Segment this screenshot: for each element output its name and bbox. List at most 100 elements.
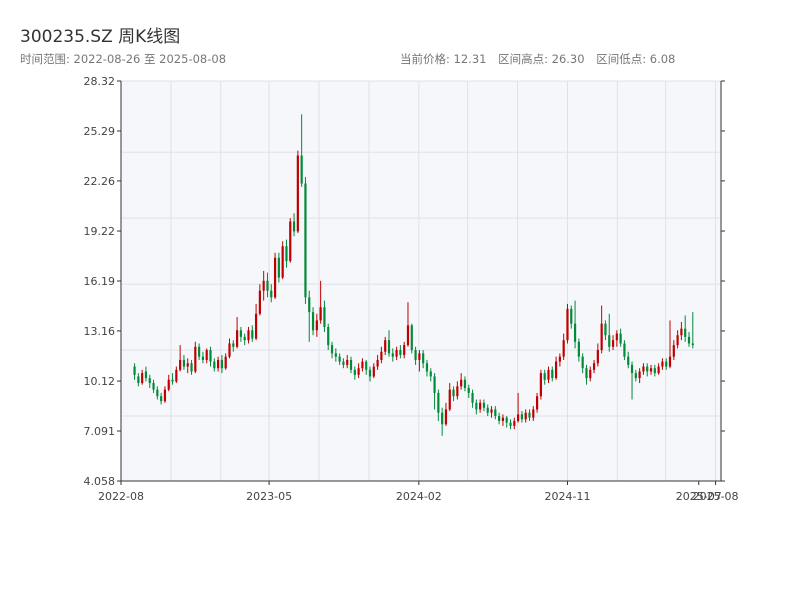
candle-body bbox=[289, 221, 292, 262]
candle-body bbox=[573, 323, 577, 342]
candle-body bbox=[190, 363, 193, 372]
y-tick-label: 25.29 bbox=[84, 125, 116, 138]
candle-body bbox=[596, 350, 599, 364]
candle-body bbox=[433, 376, 436, 393]
candle-body bbox=[251, 330, 254, 339]
candle-body bbox=[642, 366, 645, 372]
candle-body bbox=[520, 414, 524, 420]
candle-body bbox=[220, 359, 224, 369]
candle-body bbox=[308, 297, 311, 313]
candle-body bbox=[524, 412, 527, 420]
candle-body bbox=[422, 353, 425, 364]
candle-body bbox=[258, 290, 261, 314]
candle-body bbox=[501, 417, 505, 421]
candle-body bbox=[349, 359, 353, 370]
candle-body bbox=[668, 356, 672, 367]
candle-body bbox=[649, 368, 653, 372]
candle-body bbox=[630, 364, 634, 374]
candle-body bbox=[262, 280, 265, 291]
current-price-text: 当前价格: 12.31 bbox=[400, 52, 487, 66]
candle-body bbox=[182, 359, 186, 367]
candle-body bbox=[194, 346, 197, 372]
candle-body bbox=[410, 325, 413, 351]
candle-body bbox=[566, 308, 569, 341]
candle-body bbox=[365, 361, 368, 370]
candle-body bbox=[581, 356, 584, 369]
candle-body bbox=[611, 340, 615, 347]
candle-body bbox=[346, 359, 349, 365]
candle-body bbox=[646, 366, 649, 372]
candle-body bbox=[547, 369, 550, 380]
x-tick-label: 2025-08 bbox=[693, 490, 739, 503]
candle-body bbox=[205, 350, 208, 360]
candle-body bbox=[452, 389, 455, 397]
candle-body bbox=[239, 330, 242, 337]
candle-body bbox=[463, 379, 467, 388]
candle-body bbox=[148, 378, 151, 384]
candle-body bbox=[376, 359, 379, 367]
candle-body bbox=[513, 420, 516, 426]
candle-body bbox=[304, 183, 307, 298]
candle-body bbox=[315, 320, 318, 331]
candle-body bbox=[171, 379, 174, 382]
candle-body bbox=[684, 328, 687, 337]
candle-body bbox=[395, 350, 398, 357]
candle-body bbox=[167, 379, 170, 390]
candle-body bbox=[281, 246, 284, 278]
candle-body bbox=[467, 387, 470, 393]
y-tick-label: 7.091 bbox=[84, 425, 116, 438]
x-tick-label: 2024-11 bbox=[544, 490, 590, 503]
candle-body bbox=[144, 371, 148, 379]
candle-body bbox=[319, 307, 322, 321]
candle-body bbox=[498, 416, 501, 421]
candle-body bbox=[156, 389, 159, 397]
candle-body bbox=[198, 346, 201, 357]
candle-body bbox=[277, 257, 280, 278]
candle-body bbox=[391, 353, 394, 357]
y-tick-label: 16.19 bbox=[84, 275, 116, 288]
candle-body bbox=[562, 340, 565, 357]
candle-body bbox=[532, 409, 535, 418]
candle-body bbox=[437, 392, 440, 413]
candle-body bbox=[175, 369, 178, 382]
range-high-text: 区间高点: 26.30 bbox=[498, 52, 585, 66]
candle-body bbox=[517, 414, 520, 421]
candle-body bbox=[661, 361, 664, 367]
candle-body bbox=[311, 312, 315, 331]
candle-body bbox=[399, 350, 402, 356]
candle-body bbox=[387, 340, 391, 354]
x-tick-label: 2025-07 bbox=[676, 490, 722, 503]
y-tick-label: 22.26 bbox=[84, 175, 116, 188]
candle-body bbox=[627, 356, 630, 365]
candle-body bbox=[361, 361, 364, 369]
candle-body bbox=[292, 221, 296, 232]
candle-body bbox=[201, 356, 205, 360]
candle-body bbox=[592, 363, 596, 370]
candle-body bbox=[570, 308, 573, 324]
candle-body bbox=[585, 368, 588, 379]
candle-body bbox=[543, 373, 546, 380]
candle-body bbox=[554, 361, 558, 379]
candle-body bbox=[254, 313, 258, 339]
y-tick-label: 4.058 bbox=[84, 475, 116, 488]
candle-body bbox=[691, 343, 694, 345]
candle-body bbox=[270, 290, 273, 298]
candle-body bbox=[137, 376, 140, 384]
candle-body bbox=[353, 369, 356, 375]
x-tick-label: 2024-02 bbox=[396, 490, 442, 503]
y-tick-label: 19.22 bbox=[84, 225, 116, 238]
candle-body bbox=[368, 369, 372, 377]
candle-body bbox=[243, 336, 246, 341]
date-range-text: 时间范围: 2022-08-26 至 2025-08-08 bbox=[20, 52, 227, 66]
candle-body bbox=[235, 330, 239, 347]
candle-body bbox=[338, 356, 341, 362]
candle-body bbox=[604, 323, 607, 336]
candle-body bbox=[528, 412, 531, 418]
y-tick-label: 10.12 bbox=[84, 375, 116, 388]
candle-body bbox=[224, 356, 227, 369]
candle-body bbox=[330, 345, 334, 354]
candle-body bbox=[372, 366, 375, 377]
candle-body bbox=[448, 389, 451, 410]
candle-body bbox=[327, 326, 330, 346]
candle-body bbox=[179, 359, 182, 370]
